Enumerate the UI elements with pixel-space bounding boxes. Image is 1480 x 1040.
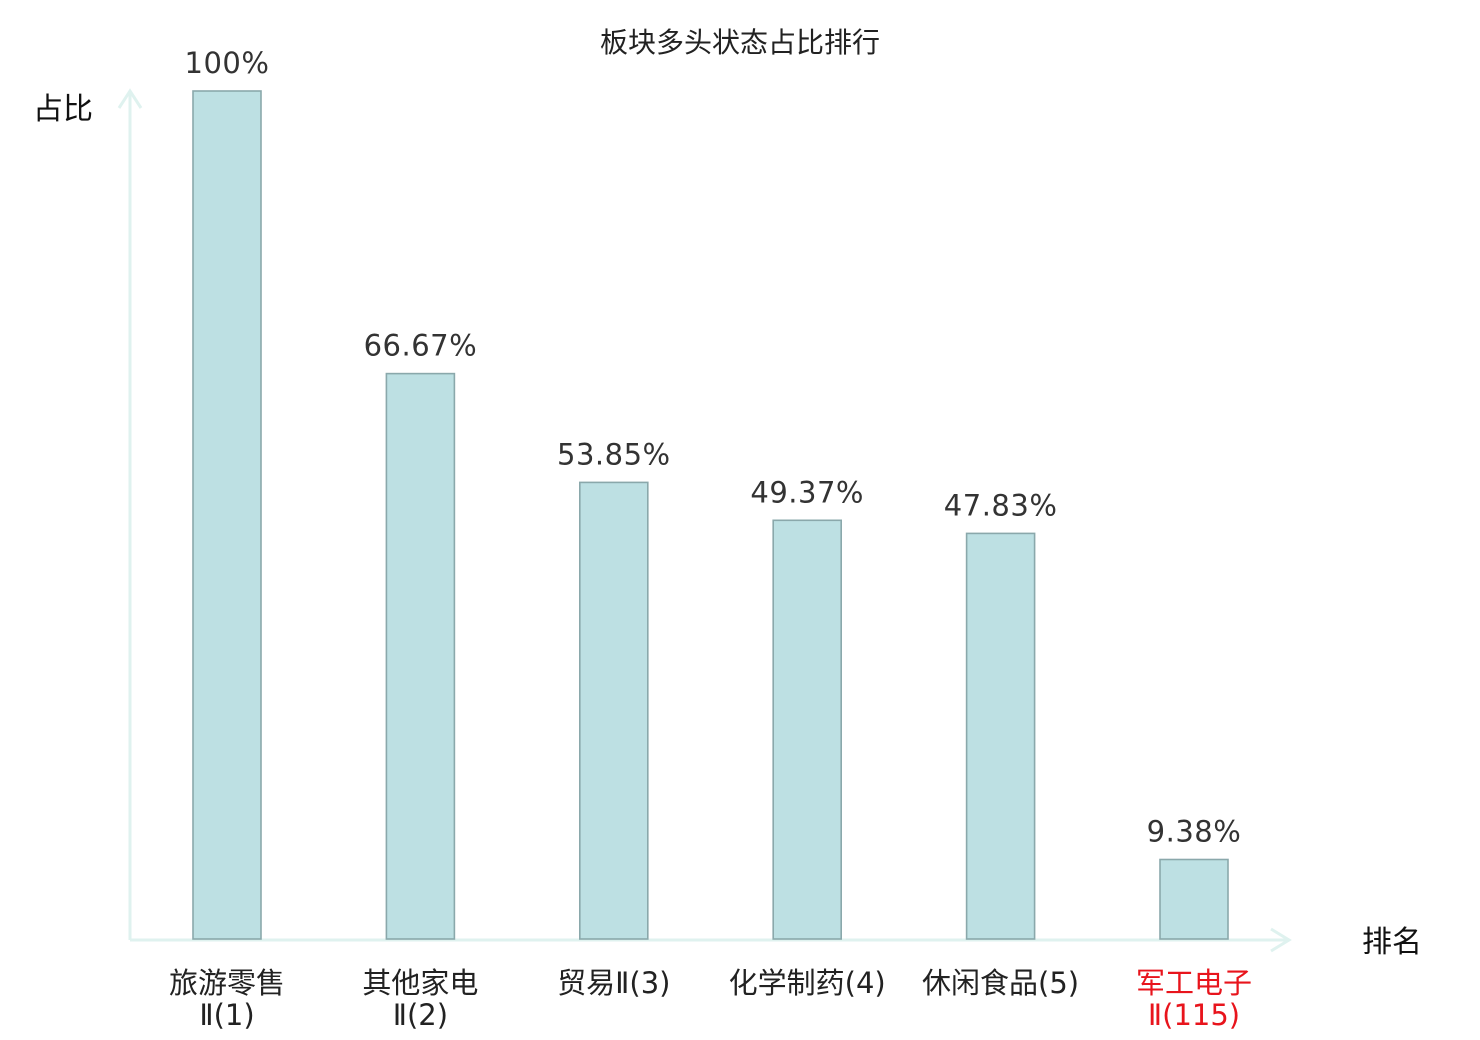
category-label-6-line-1: 军工电子 bbox=[1136, 966, 1252, 1000]
y-axis-arrow bbox=[117, 88, 143, 109]
bar-value-label-5: 47.83% bbox=[944, 488, 1058, 522]
bar-value-label-6: 9.38% bbox=[1147, 815, 1242, 849]
category-label-1-line-2: Ⅱ(1) bbox=[199, 998, 254, 1032]
category-label-1-line-1: 旅游零售 bbox=[169, 966, 285, 1000]
bar-value-label-1: 100% bbox=[185, 46, 270, 80]
bar-4 bbox=[772, 519, 843, 940]
bar-5 bbox=[965, 532, 1036, 940]
value-labels-group: 100% 66.67% 53.85% 49.37% 47.83% 9.38% bbox=[185, 46, 1242, 849]
bar-value-label-4: 49.37% bbox=[750, 475, 864, 509]
category-label-3-line-1: 贸易Ⅱ(3) bbox=[557, 966, 670, 1000]
bar-2 bbox=[385, 372, 456, 940]
bars-group bbox=[192, 90, 1229, 940]
bar-value-label-3: 53.85% bbox=[557, 437, 671, 471]
bar-3 bbox=[578, 481, 649, 940]
category-label-5-line-1: 休闲食品(5) bbox=[922, 966, 1079, 1000]
x-axis-label: 排名 bbox=[1362, 925, 1422, 960]
category-label-2-line-1: 其他家电 bbox=[362, 966, 478, 1000]
category-label-4-line-1: 化学制药(4) bbox=[729, 966, 886, 1000]
category-label-2-line-2: Ⅱ(2) bbox=[393, 998, 448, 1032]
category-label-6-line-2: Ⅱ(115) bbox=[1148, 998, 1240, 1032]
axes bbox=[117, 88, 1292, 953]
x-axis-arrow bbox=[1270, 927, 1292, 953]
bar-1 bbox=[192, 90, 262, 940]
bar-value-label-2: 66.67% bbox=[364, 329, 478, 363]
y-axis-label: 占比 bbox=[33, 92, 93, 127]
bar-6 bbox=[1159, 858, 1229, 940]
chart-title: 板块多头状态占比排行 bbox=[600, 26, 880, 59]
